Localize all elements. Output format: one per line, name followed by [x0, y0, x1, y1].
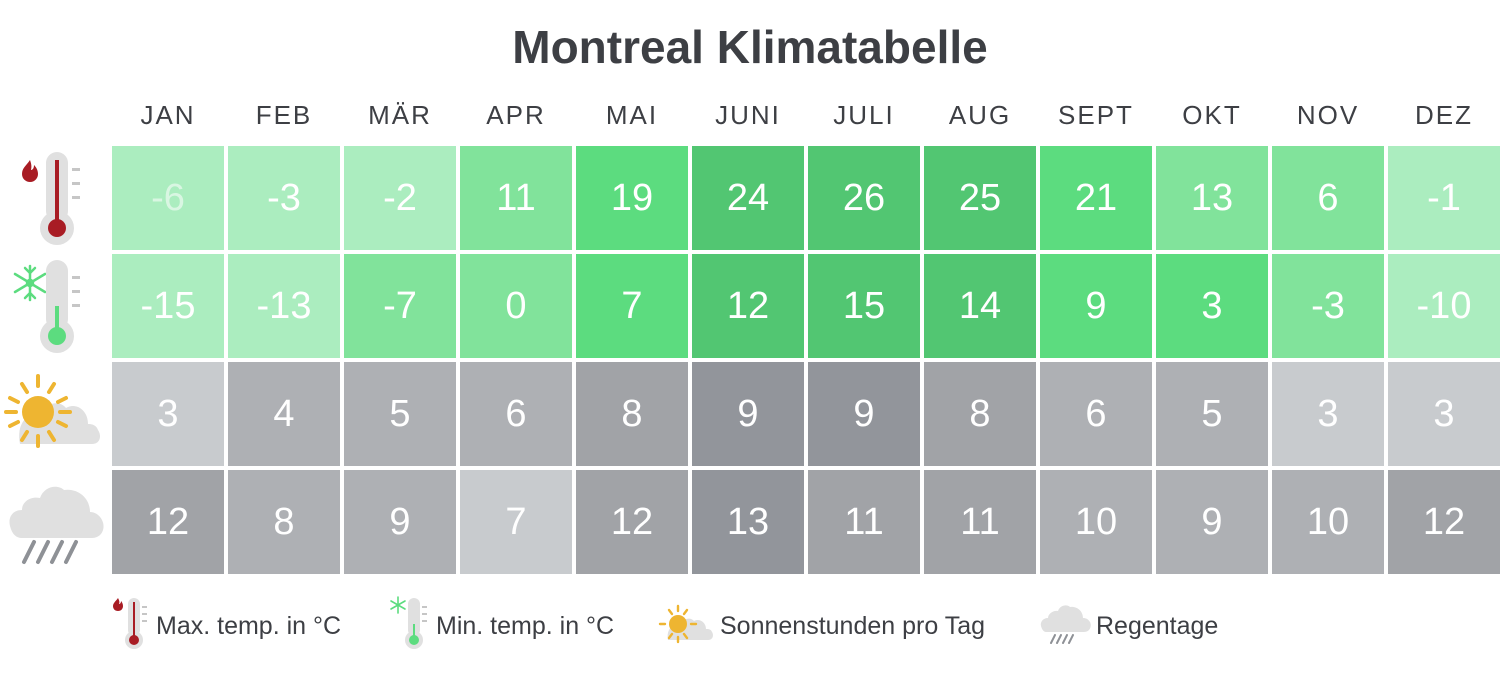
cell-min-temp: 3 — [1156, 254, 1268, 358]
cell-min-temp: 0 — [460, 254, 572, 358]
cell-min-temp: -13 — [228, 254, 340, 358]
cell-rain-days: 13 — [692, 470, 804, 574]
legend-item-sunshine: Sonnenstunden pro Tag — [658, 596, 985, 656]
thermometer-hot-icon — [108, 594, 152, 659]
cell-min-temp: 12 — [692, 254, 804, 358]
page-title: Montreal Klimatabelle — [512, 21, 988, 73]
cell-max-temp: -3 — [228, 146, 340, 250]
cell-sunshine: 8 — [576, 362, 688, 466]
cell-rain-days: 10 — [1272, 470, 1384, 574]
cell-max-temp: -1 — [1388, 146, 1500, 250]
rain-cloud-icon — [1038, 602, 1092, 651]
cell-rain-days: 12 — [576, 470, 688, 574]
legend-item-rain-days: Regentage — [1038, 596, 1218, 656]
cell-sunshine: 5 — [344, 362, 456, 466]
cell-sunshine: 9 — [808, 362, 920, 466]
cell-min-temp: -15 — [112, 254, 224, 358]
cell-max-temp: 11 — [460, 146, 572, 250]
month-header: AUG — [948, 100, 1012, 130]
legend-label: Sonnenstunden pro Tag — [720, 611, 986, 640]
cell-max-temp: -2 — [344, 146, 456, 250]
cell-sunshine: 3 — [1388, 362, 1500, 466]
cell-max-temp: 26 — [808, 146, 920, 250]
cell-min-temp: 9 — [1040, 254, 1152, 358]
cell-rain-days: 7 — [460, 470, 572, 574]
rain-cloud-icon — [0, 470, 108, 574]
legend-label: Min. temp. in °C — [436, 611, 615, 640]
cell-sunshine: 8 — [924, 362, 1036, 466]
cell-sunshine: 6 — [460, 362, 572, 466]
cell-max-temp: 6 — [1272, 146, 1384, 250]
month-header: MÄR — [368, 100, 432, 130]
cell-max-temp: 25 — [924, 146, 1036, 250]
cell-rain-days: 11 — [924, 470, 1036, 574]
cell-min-temp: -10 — [1388, 254, 1500, 358]
thermometer-hot-icon — [0, 146, 108, 250]
month-header-row: JAN FEB MÄR APR MAI JUNI JULI AUG SEPT O… — [112, 100, 1500, 140]
cell-min-temp: -3 — [1272, 254, 1384, 358]
legend-item-max-temp: Max. temp. in °C — [108, 596, 341, 656]
row-rain-days: 12 8 9 7 12 13 11 11 10 9 10 12 — [112, 470, 1500, 574]
month-header: DEZ — [1415, 100, 1473, 130]
row-sunshine-hours: 3 4 5 6 8 9 9 8 6 5 3 3 — [112, 362, 1500, 466]
month-header: JUNI — [715, 100, 781, 130]
row-max-temp: -6 -3 -2 11 19 24 26 25 21 13 6 -1 — [112, 146, 1500, 250]
cell-rain-days: 9 — [1156, 470, 1268, 574]
month-header: JAN — [140, 100, 196, 130]
cell-max-temp: 19 — [576, 146, 688, 250]
cell-rain-days: 8 — [228, 470, 340, 574]
cell-min-temp: 15 — [808, 254, 920, 358]
cell-min-temp: 7 — [576, 254, 688, 358]
cell-max-temp: 24 — [692, 146, 804, 250]
cell-sunshine: 3 — [112, 362, 224, 466]
legend: Max. temp. in °C Min. temp. in °C — [108, 594, 1408, 659]
month-header: MAI — [605, 100, 659, 130]
cell-sunshine: 3 — [1272, 362, 1384, 466]
cell-min-temp: 14 — [924, 254, 1036, 358]
cell-sunshine: 6 — [1040, 362, 1152, 466]
legend-item-min-temp: Min. temp. in °C — [388, 594, 615, 659]
sun-cloud-icon — [658, 602, 716, 651]
month-header: OKT — [1182, 100, 1242, 130]
cell-sunshine: 9 — [692, 362, 804, 466]
cell-rain-days: 9 — [344, 470, 456, 574]
sun-cloud-icon — [0, 362, 108, 466]
month-header: APR — [486, 100, 546, 130]
legend-label: Regentage — [1096, 611, 1219, 640]
thermometer-cold-icon — [388, 594, 432, 659]
cell-max-temp: 13 — [1156, 146, 1268, 250]
cell-rain-days: 10 — [1040, 470, 1152, 574]
legend-label: Max. temp. in °C — [156, 611, 342, 640]
cell-sunshine: 5 — [1156, 362, 1268, 466]
cell-rain-days: 12 — [112, 470, 224, 574]
month-header: JULI — [833, 100, 895, 130]
row-min-temp: -15 -13 -7 0 7 12 15 14 9 3 -3 -10 — [112, 254, 1500, 358]
thermometer-cold-icon — [0, 254, 108, 358]
month-header: FEB — [255, 100, 313, 130]
cell-rain-days: 11 — [808, 470, 920, 574]
cell-max-temp: -6 — [112, 146, 224, 250]
month-header: NOV — [1296, 100, 1360, 130]
cell-max-temp: 21 — [1040, 146, 1152, 250]
cell-min-temp: -7 — [344, 254, 456, 358]
cell-sunshine: 4 — [228, 362, 340, 466]
cell-rain-days: 12 — [1388, 470, 1500, 574]
month-header: SEPT — [1058, 100, 1134, 130]
